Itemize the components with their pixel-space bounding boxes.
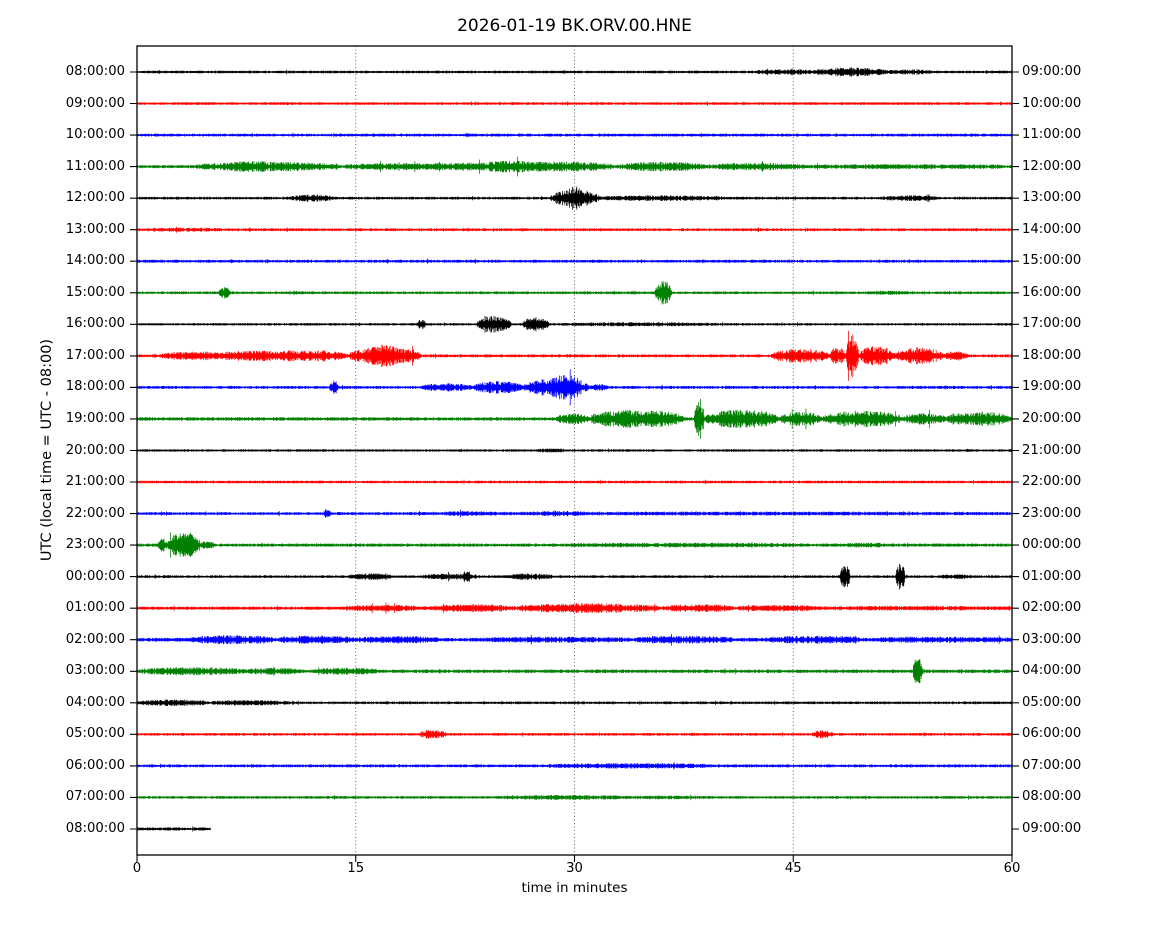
end-time-label: 03:00:00 <box>1022 631 1082 647</box>
end-time-label: 05:00:00 <box>1022 694 1082 710</box>
end-time-label: 00:00:00 <box>1022 537 1082 553</box>
trace-17:00:00 <box>136 330 1013 381</box>
utc-time-label: 04:00:00 <box>65 694 125 710</box>
trace-08:00:00 <box>136 67 1013 77</box>
trace-11:00:00 <box>136 156 1013 177</box>
utc-time-label: 05:00:00 <box>65 726 125 742</box>
trace-08:00:00 <box>136 826 211 832</box>
utc-time-label: 02:00:00 <box>65 631 125 647</box>
utc-time-label: 06:00:00 <box>65 757 125 773</box>
utc-time-label: 17:00:00 <box>65 347 125 363</box>
end-time-label: 11:00:00 <box>1022 127 1082 143</box>
trace-02:00:00 <box>136 633 1013 646</box>
trace-05:00:00 <box>136 730 1013 739</box>
x-tick-label: 0 <box>132 861 142 876</box>
x-tick-label: 60 <box>1003 861 1021 876</box>
end-time-label: 23:00:00 <box>1022 505 1082 521</box>
utc-time-label: 01:00:00 <box>65 600 125 616</box>
utc-time-label: 23:00:00 <box>65 537 125 553</box>
axis-ticks <box>130 71 1019 862</box>
trace-06:00:00 <box>136 762 1013 770</box>
utc-time-label: 11:00:00 <box>65 158 125 174</box>
trace-09:00:00 <box>136 101 1013 106</box>
end-time-label: 20:00:00 <box>1022 410 1082 426</box>
utc-time-label: 19:00:00 <box>65 410 125 426</box>
end-time-label: 02:00:00 <box>1022 600 1082 616</box>
utc-time-label: 09:00:00 <box>65 95 125 111</box>
x-axis-label: time in minutes <box>521 880 628 896</box>
trace-22:00:00 <box>136 509 1013 518</box>
utc-time-label: 20:00:00 <box>65 442 125 458</box>
x-tick-label: 30 <box>566 861 583 876</box>
utc-time-label: 12:00:00 <box>65 190 125 206</box>
end-time-label: 10:00:00 <box>1022 95 1082 111</box>
utc-time-label: 08:00:00 <box>65 64 125 79</box>
x-tick-label: 15 <box>347 861 365 876</box>
utc-time-label: 15:00:00 <box>65 284 125 300</box>
end-time-label: 18:00:00 <box>1022 347 1082 363</box>
end-time-label: 01:00:00 <box>1022 568 1082 584</box>
trace-19:00:00 <box>136 398 1013 439</box>
end-time-label: 16:00:00 <box>1022 284 1082 300</box>
end-time-label: 21:00:00 <box>1022 442 1082 458</box>
utc-time-label: 22:00:00 <box>65 505 125 521</box>
chart-title: 2026-01-19 BK.ORV.00.HNE <box>457 16 692 36</box>
end-time-label: 04:00:00 <box>1022 663 1082 679</box>
utc-time-label: 10:00:00 <box>65 127 125 143</box>
end-time-label: 19:00:00 <box>1022 379 1082 395</box>
end-time-label: 08:00:00 <box>1022 789 1082 805</box>
end-time-label: 15:00:00 <box>1022 253 1082 269</box>
utc-time-label: 00:00:00 <box>65 568 125 584</box>
utc-time-label: 16:00:00 <box>65 316 125 332</box>
trace-07:00:00 <box>136 794 1013 801</box>
trace-10:00:00 <box>136 132 1013 138</box>
utc-time-label: 13:00:00 <box>65 221 125 237</box>
trace-01:00:00 <box>136 602 1013 614</box>
end-time-label: 13:00:00 <box>1022 190 1082 206</box>
utc-time-label: 18:00:00 <box>65 379 125 395</box>
end-time-label: 17:00:00 <box>1022 316 1082 332</box>
x-tick-label: 45 <box>784 861 802 876</box>
utc-time-label: 08:00:00 <box>65 821 125 836</box>
utc-time-label: 14:00:00 <box>65 253 125 269</box>
plot-frame <box>136 45 1013 856</box>
utc-time-label: 07:00:00 <box>65 789 125 805</box>
end-time-label: 09:00:00 <box>1022 821 1082 836</box>
end-time-label: 22:00:00 <box>1022 474 1082 489</box>
utc-time-label: 03:00:00 <box>65 663 125 679</box>
end-time-label: 09:00:00 <box>1022 64 1082 79</box>
end-time-label: 14:00:00 <box>1022 221 1082 237</box>
end-time-label: 07:00:00 <box>1022 757 1082 773</box>
end-time-label: 12:00:00 <box>1022 158 1082 174</box>
end-time-label: 06:00:00 <box>1022 726 1082 742</box>
trace-21:00:00 <box>136 479 1013 485</box>
utc-time-label: 21:00:00 <box>65 474 125 489</box>
